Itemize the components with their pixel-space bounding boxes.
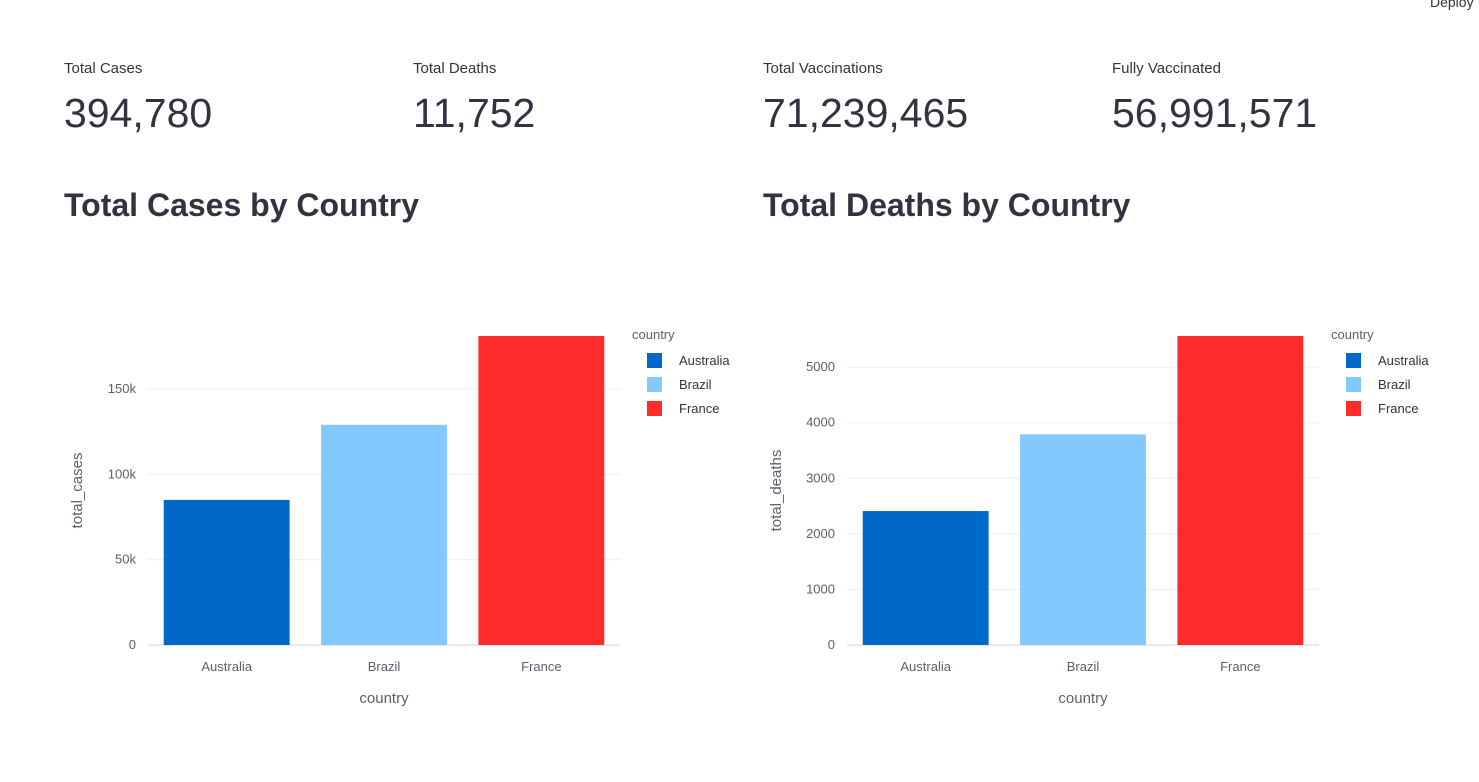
legend-title: country (1331, 327, 1374, 342)
y-tick-label: 3000 (806, 470, 835, 485)
bar-australia[interactable] (163, 499, 290, 645)
y-tick-label: 150k (108, 381, 137, 396)
metric-label: Fully Vaccinated (1112, 60, 1221, 77)
metric-fully-vaccinated: Fully Vaccinated 56,991,571 (1112, 59, 1317, 139)
y-tick-label: 100k (108, 466, 137, 481)
legend-entry[interactable]: France (679, 401, 719, 416)
legend-entry[interactable]: Australia (679, 353, 730, 368)
bar-brazil[interactable] (321, 424, 447, 645)
x-tick-label: Australia (201, 659, 252, 674)
y-tick-label: 2000 (806, 526, 835, 541)
chart-svg: 0 1000 2000 3000 4000 5000 Australia Brazil Fran… (768, 327, 1429, 707)
metric-total-cases: Total Cases 394,780 (64, 59, 212, 139)
bar-france[interactable] (478, 336, 605, 645)
legend-swatch[interactable] (647, 353, 662, 368)
x-tick-label: France (521, 659, 561, 674)
x-tick-label: Australia (900, 659, 951, 674)
chart-svg: 0 50k 100k 150k Australia Brazil France country… (69, 327, 730, 707)
y-tick-label: 0 (129, 637, 136, 652)
y-axis-title: total_deaths (768, 450, 785, 532)
metric-total-deaths: Total Deaths 11,752 (413, 59, 535, 139)
x-tick-label: Brazil (368, 659, 401, 674)
metric-value: 71,239,465 (763, 90, 969, 136)
legend-swatch[interactable] (1346, 353, 1361, 368)
legend-entry[interactable]: Brazil (1378, 377, 1411, 392)
cases-chart-title: Total Cases by Country (64, 187, 420, 223)
x-axis-title: country (359, 690, 409, 707)
cases-bar-chart[interactable]: 0 50k 100k 150k Australia Brazil France country… (64, 320, 764, 720)
metric-label: Total Deaths (413, 60, 497, 77)
y-tick-label: 5000 (806, 359, 835, 374)
legend-swatch[interactable] (647, 377, 662, 392)
x-axis-title: country (1058, 690, 1108, 707)
y-tick-label: 1000 (806, 581, 835, 596)
legend-swatch[interactable] (647, 401, 662, 416)
y-tick-label: 50k (115, 552, 136, 567)
metric-value: 11,752 (413, 90, 536, 136)
deploy-button[interactable]: Deploy (1430, 0, 1479, 10)
deaths-chart-title: Total Deaths by Country (763, 187, 1131, 223)
bar-france[interactable] (1177, 336, 1304, 645)
metric-value: 56,991,571 (1112, 90, 1318, 136)
legend-entry[interactable]: Australia (1378, 353, 1429, 368)
x-tick-label: Brazil (1067, 659, 1100, 674)
bar-brazil[interactable] (1020, 434, 1146, 645)
x-tick-label: France (1220, 659, 1260, 674)
y-tick-label: 4000 (806, 415, 835, 430)
bar-australia[interactable] (862, 511, 989, 645)
y-tick-label: 0 (828, 637, 835, 652)
legend-entry[interactable]: Brazil (679, 377, 712, 392)
legend-entry[interactable]: France (1378, 401, 1418, 416)
y-axis-title: total_cases (69, 453, 86, 529)
deploy-label: Deploy (1430, 0, 1474, 10)
legend-title: country (632, 327, 675, 342)
metric-label: Total Cases (64, 60, 143, 77)
deaths-bar-chart[interactable]: 0 1000 2000 3000 4000 5000 Australia Brazil Fran… (763, 320, 1463, 720)
metric-label: Total Vaccinations (763, 60, 883, 77)
legend-swatch[interactable] (1346, 401, 1361, 416)
metric-value: 394,780 (64, 90, 213, 136)
legend-swatch[interactable] (1346, 377, 1361, 392)
metric-total-vaccinations: Total Vaccinations 71,239,465 (763, 59, 968, 139)
